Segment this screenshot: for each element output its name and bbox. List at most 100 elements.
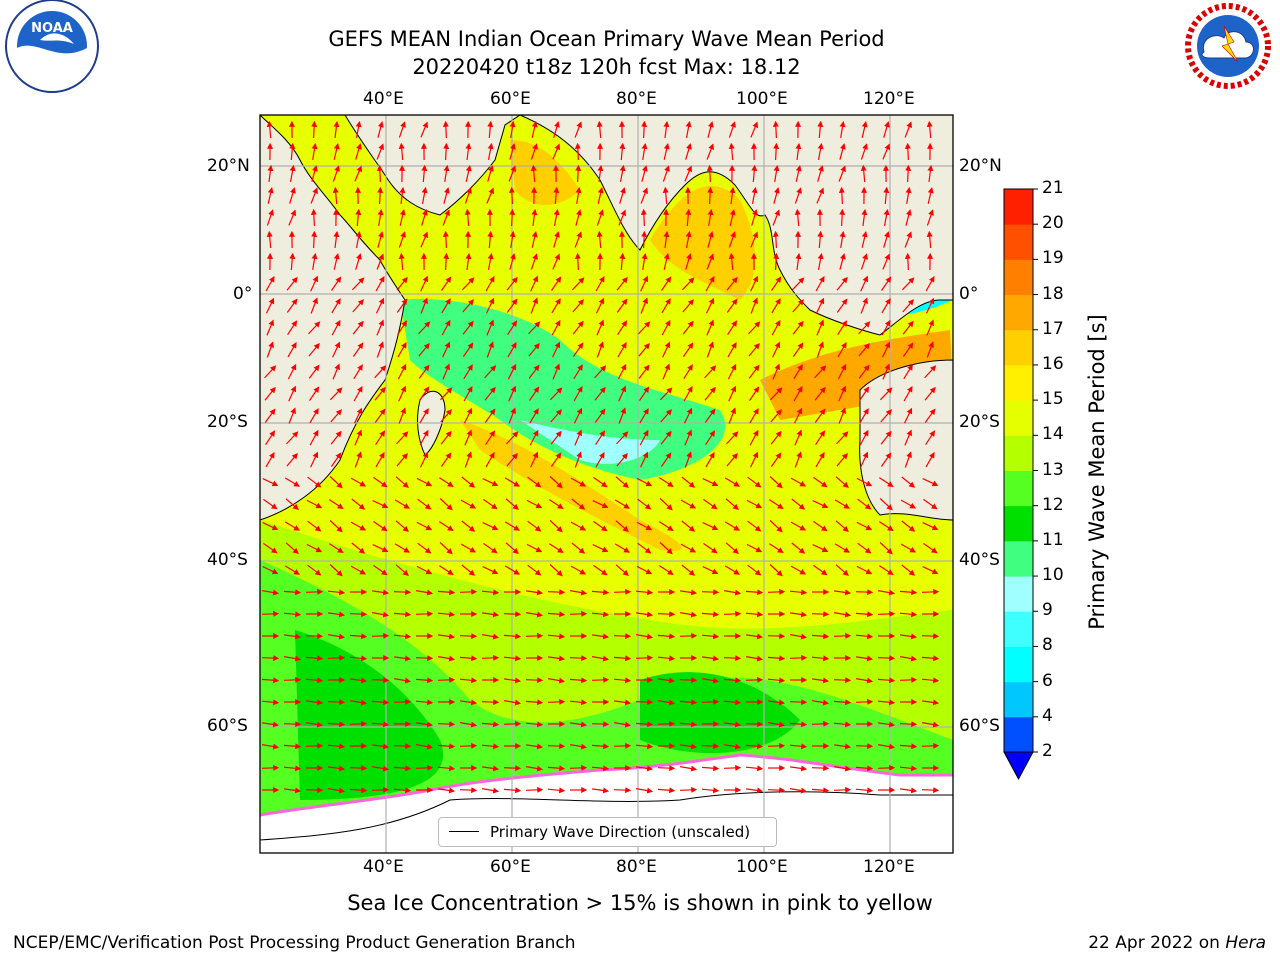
- wave-arrow: [261, 655, 280, 662]
- wave-arrow: [749, 429, 759, 446]
- wave-arrow: [484, 386, 496, 401]
- wave-arrow: [704, 386, 716, 401]
- wave-arrow: [836, 276, 848, 291]
- wave-arrow: [548, 655, 566, 662]
- wave-arrow: [569, 589, 588, 596]
- wave-arrow: [311, 142, 318, 160]
- wave-arrow: [529, 429, 539, 446]
- wave-arrow: [640, 275, 649, 292]
- wave-arrow: [701, 633, 720, 640]
- wave-arrow: [437, 743, 456, 750]
- wave-arrow: [285, 498, 299, 510]
- wave-arrow: [658, 477, 674, 488]
- wave-arrow: [349, 765, 368, 772]
- wave-arrow: [309, 408, 319, 424]
- wave-arrow: [283, 589, 302, 596]
- wave-arrow: [900, 499, 917, 509]
- wave-arrow: [571, 277, 585, 291]
- wave-arrow: [662, 186, 669, 205]
- wave-arrow: [839, 143, 846, 160]
- wave-arrow: [813, 564, 828, 576]
- period-zone-bay-of-bengal: [650, 185, 755, 300]
- wave-arrow: [616, 276, 628, 291]
- wave-arrow: [926, 319, 935, 336]
- wave-arrow: [635, 654, 654, 661]
- wave-arrow: [613, 787, 632, 794]
- wave-arrow: [420, 231, 429, 248]
- wave-arrow: [570, 521, 587, 531]
- wave-arrow: [838, 407, 846, 424]
- wave-arrow: [747, 476, 762, 488]
- wave-arrow: [858, 342, 870, 357]
- wave-arrow: [311, 230, 318, 249]
- wave-arrow: [352, 342, 364, 357]
- wave-arrow: [575, 209, 582, 226]
- wave-arrow: [771, 276, 782, 291]
- wave-arrow: [790, 521, 807, 531]
- wave-arrow: [393, 589, 412, 596]
- wave-arrow: [614, 543, 630, 553]
- wave-arrow: [706, 319, 715, 336]
- wave-arrow: [305, 787, 324, 794]
- wave-arrow: [285, 542, 299, 554]
- wave-arrow: [701, 589, 720, 596]
- wave-arrow: [398, 142, 405, 161]
- wave-arrow: [310, 275, 319, 292]
- wave-arrow: [507, 342, 517, 358]
- wave-arrow: [287, 320, 298, 336]
- wave-arrow: [836, 431, 849, 445]
- wave-arrow: [575, 186, 582, 204]
- wave-arrow: [613, 721, 632, 728]
- wave-arrow: [855, 787, 874, 794]
- wave-arrow: [724, 521, 740, 531]
- wave-arrow: [618, 407, 626, 424]
- wave-arrow: [354, 429, 363, 446]
- wave-arrow: [459, 588, 478, 595]
- wave-arrow: [416, 477, 433, 487]
- wave-arrow: [878, 721, 896, 728]
- wave-arrow: [353, 385, 363, 402]
- sea-ice-note: Sea Ice Concentration > 15% is shown in …: [347, 891, 933, 915]
- wave-arrow: [926, 120, 933, 139]
- sea-ice-edge: [260, 753, 953, 817]
- wave-arrow: [509, 208, 516, 227]
- wave-arrow: [306, 543, 323, 553]
- wave-arrow: [376, 253, 384, 270]
- wave-arrow: [639, 429, 649, 446]
- wave-arrow: [327, 589, 346, 596]
- colorbar-tick-label: 15: [1042, 389, 1064, 410]
- wave-arrow: [723, 677, 742, 684]
- wave-arrow: [749, 408, 759, 424]
- wave-arrow: [373, 476, 388, 488]
- wave-arrow: [595, 275, 605, 292]
- wave-arrow: [482, 566, 499, 575]
- wave-arrow: [418, 342, 430, 357]
- wave-arrow: [594, 365, 607, 379]
- wave-arrow: [770, 430, 782, 445]
- wave-arrow: [417, 542, 432, 554]
- legend-label: Primary Wave Direction (unscaled): [490, 823, 751, 841]
- wave-arrow: [464, 187, 472, 204]
- wave-arrow: [289, 252, 296, 271]
- wave-arrow: [769, 564, 783, 577]
- wave-arrow: [420, 297, 428, 314]
- colorbar-tick-label: 11: [1042, 529, 1064, 550]
- wave-arrow: [569, 743, 588, 750]
- wave-arrow: [749, 386, 760, 401]
- wave-arrow: [878, 521, 894, 532]
- wave-arrow: [901, 520, 916, 532]
- wave-arrow: [443, 252, 450, 271]
- wave-arrow: [485, 297, 495, 314]
- wave-arrow: [726, 452, 738, 467]
- wave-arrow: [574, 429, 583, 446]
- wave-arrow: [789, 787, 808, 794]
- wave-arrow: [860, 143, 868, 160]
- wave-arrow: [768, 699, 786, 706]
- wave-arrow: [833, 611, 852, 618]
- wave-arrow: [349, 633, 368, 640]
- wave-arrow: [768, 499, 784, 510]
- wave-arrow: [464, 208, 471, 227]
- wave-arrow: [811, 720, 830, 727]
- wave-arrow: [707, 121, 714, 138]
